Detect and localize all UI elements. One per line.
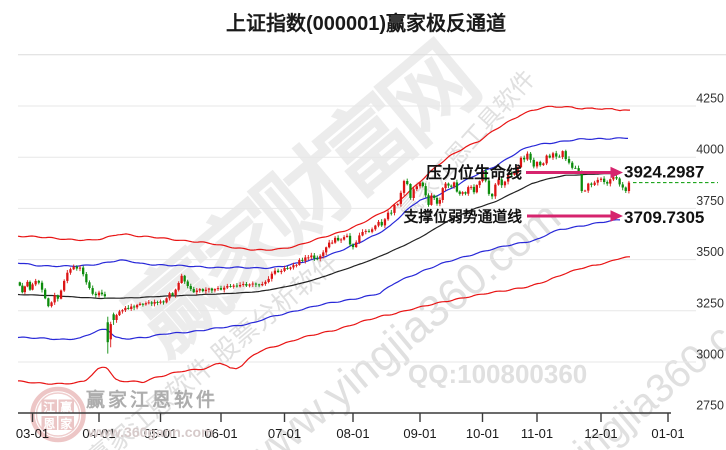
svg-text:3709.7305: 3709.7305 [624, 208, 704, 227]
svg-text:www.360gann.com: www.360gann.com [87, 424, 214, 440]
svg-text:压力位生命线: 压力位生命线 [426, 163, 522, 182]
svg-text:3000: 3000 [696, 348, 724, 362]
svg-text:03-01: 03-01 [16, 426, 49, 441]
svg-text:12-01: 12-01 [584, 426, 617, 441]
svg-text:江: 江 [43, 400, 55, 415]
svg-text:家: 家 [60, 416, 73, 431]
svg-text:3500: 3500 [696, 245, 724, 259]
svg-text:支撑位弱势通道线: 支撑位弱势通道线 [404, 208, 523, 226]
svg-text:3750: 3750 [696, 194, 724, 208]
svg-text:3250: 3250 [696, 296, 724, 310]
svg-text:09-01: 09-01 [403, 426, 436, 441]
svg-text:06-01: 06-01 [204, 426, 237, 441]
svg-text:赢: 赢 [60, 400, 72, 415]
svg-text:10-01: 10-01 [466, 426, 499, 441]
svg-text:01-01: 01-01 [651, 426, 684, 441]
svg-text:4000: 4000 [696, 143, 724, 157]
svg-text:恩: 恩 [43, 416, 55, 431]
svg-text:05-01: 05-01 [144, 426, 177, 441]
svg-text:07-01: 07-01 [268, 426, 301, 441]
svg-text:3924.2987: 3924.2987 [624, 162, 704, 181]
svg-text:4250: 4250 [696, 92, 724, 106]
svg-text:08-01: 08-01 [336, 426, 369, 441]
svg-text:2750: 2750 [696, 399, 724, 413]
svg-text:04-01: 04-01 [82, 426, 115, 441]
svg-text:赢家江恩软件: 赢家江恩软件 [86, 388, 218, 411]
svg-text:QQ:100800360: QQ:100800360 [408, 359, 587, 389]
svg-text:上证指数(000001)赢家极反通道: 上证指数(000001)赢家极反通道 [226, 11, 506, 35]
svg-text:11-01: 11-01 [521, 426, 553, 441]
